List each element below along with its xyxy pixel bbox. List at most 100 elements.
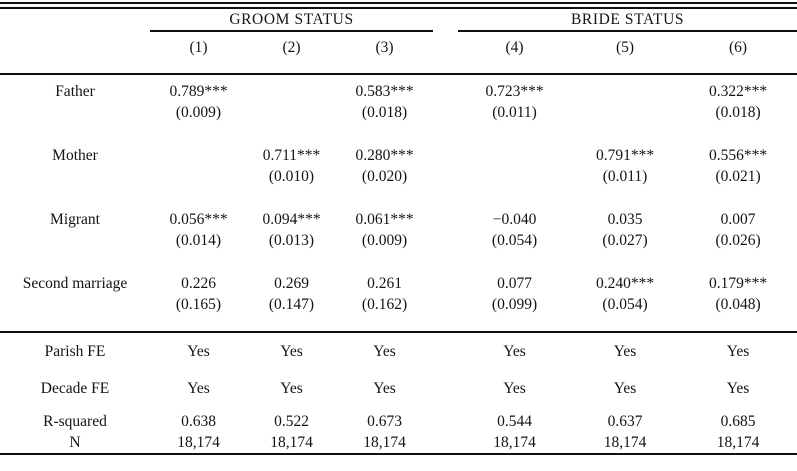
- group-header-bride: BRIDE STATUS: [458, 9, 797, 32]
- stat-cell: 18,174: [177, 434, 220, 451]
- empty-cell: [458, 166, 571, 209]
- standard-error-cell: (0.018): [361, 104, 408, 121]
- empty-label-cell: [0, 294, 150, 332]
- row-label: Second marriage: [22, 275, 128, 292]
- se-row-second-marriage: (0.165) (0.147) (0.162) (0.099) (0.054) …: [0, 294, 797, 332]
- standard-error-cell: (0.048): [715, 296, 761, 313]
- fe-cell: Yes: [613, 343, 637, 360]
- column-number-4: (4): [505, 39, 524, 56]
- coefficient-cell: 0.226: [181, 275, 216, 292]
- standard-error-cell: (0.021): [715, 168, 761, 185]
- fe-cell: Yes: [726, 343, 750, 360]
- stat-cell: 18,174: [363, 434, 406, 451]
- standard-error-cell: (0.027): [602, 232, 648, 249]
- row-label: N: [69, 434, 81, 451]
- empty-cell: [571, 74, 679, 102]
- group-gap-cell: [433, 370, 458, 407]
- group-gap-cell: [433, 332, 458, 370]
- stat-cell: 18,174: [716, 434, 760, 451]
- standard-error-cell: (0.011): [602, 168, 648, 185]
- coefficient-cell: −0.040: [492, 211, 537, 228]
- coefficient-cell: 0.007: [720, 211, 756, 228]
- group-gap-cell: [433, 166, 458, 209]
- fixed-effects-and-stats-section: Parish FE Yes Yes Yes Yes Yes Yes Decade…: [0, 332, 797, 454]
- standard-error-cell: (0.147): [268, 296, 315, 313]
- empty-cell: [571, 102, 679, 145]
- stat-cell: 0.685: [720, 413, 756, 430]
- group-gap-cell: [433, 230, 458, 273]
- coef-row-father: Father 0.789*** 0.583*** 0.723*** 0.322*…: [0, 74, 797, 102]
- standard-error-cell: (0.162): [361, 296, 408, 313]
- coefficient-cell: 0.723***: [485, 83, 544, 100]
- fe-cell: Yes: [373, 380, 396, 397]
- coefficient-cell: 0.789***: [169, 83, 228, 100]
- coefficient-cell: 0.791***: [595, 147, 655, 164]
- stat-cell: 0.637: [607, 413, 643, 430]
- column-number-3: (3): [375, 39, 394, 56]
- group-gap-cell: [433, 432, 458, 454]
- coefficient-cell: 0.056***: [169, 211, 228, 228]
- group-gap-cell: [433, 74, 458, 102]
- fe-cell: Yes: [187, 343, 210, 360]
- parish-fe-row: Parish FE Yes Yes Yes Yes Yes Yes: [0, 332, 797, 370]
- standard-error-cell: (0.009): [175, 104, 222, 121]
- fe-cell: Yes: [726, 380, 750, 397]
- empty-cell: [150, 166, 247, 209]
- fe-cell: Yes: [503, 343, 526, 360]
- stat-cell: 18,174: [270, 434, 313, 451]
- coefficient-cell: 0.035: [607, 211, 643, 228]
- regression-table: GROOM STATUS BRIDE STATUS (1) (2) (3) (4…: [0, 9, 797, 455]
- standard-error-cell: (0.011): [492, 104, 537, 121]
- row-label: R-squared: [43, 413, 107, 430]
- stat-cell: 0.638: [181, 413, 216, 430]
- group-gap-cell: [433, 294, 458, 332]
- group-gap-cell: [433, 31, 458, 74]
- fe-cell: Yes: [280, 380, 303, 397]
- empty-cell: [458, 145, 571, 166]
- decade-fe-row: Decade FE Yes Yes Yes Yes Yes Yes: [0, 370, 797, 407]
- coefficient-cell: 0.240***: [595, 275, 655, 292]
- group-gap-cell: [433, 145, 458, 166]
- standard-error-cell: (0.018): [715, 104, 761, 121]
- group-gap-cell: [433, 209, 458, 230]
- column-number-5: (5): [615, 39, 635, 56]
- coefficient-cell: 0.556***: [708, 147, 768, 164]
- fe-cell: Yes: [187, 380, 210, 397]
- empty-cell: [247, 102, 336, 145]
- row-label: Father: [55, 83, 95, 100]
- top-double-rule-upper: [0, 2, 797, 4]
- column-number-2: (2): [282, 39, 301, 56]
- group-gap-cell: [433, 273, 458, 294]
- empty-cell: [150, 145, 247, 166]
- coefficient-cell: 0.179***: [708, 275, 768, 292]
- group-header-groom: GROOM STATUS: [150, 9, 434, 32]
- se-row-mother: (0.010) (0.020) (0.011) (0.021): [0, 166, 797, 209]
- standard-error-cell: (0.054): [491, 232, 538, 249]
- standard-error-cell: (0.054): [602, 296, 648, 313]
- stat-cell: 0.673: [367, 413, 402, 430]
- coefficients-section: Father 0.789*** 0.583*** 0.723*** 0.322*…: [0, 74, 797, 332]
- stat-cell: 0.544: [497, 413, 532, 430]
- top-double-rule-lower: [0, 7, 797, 9]
- row-label: Mother: [52, 147, 98, 164]
- row-label: Decade FE: [40, 380, 110, 397]
- standard-error-cell: (0.013): [268, 232, 315, 249]
- standard-error-cell: (0.165): [175, 296, 222, 313]
- column-numbers-row: (1) (2) (3) (4) (5) (6): [0, 31, 797, 74]
- coefficient-cell: 0.322***: [708, 83, 768, 100]
- fe-cell: Yes: [280, 343, 303, 360]
- se-row-migrant: (0.014) (0.013) (0.009) (0.054) (0.027) …: [0, 230, 797, 273]
- standard-error-cell: (0.026): [715, 232, 761, 249]
- fe-cell: Yes: [613, 380, 637, 397]
- stat-cell: 18,174: [603, 434, 647, 451]
- coefficient-cell: 0.711***: [262, 147, 321, 164]
- table-header: GROOM STATUS BRIDE STATUS (1) (2) (3) (4…: [0, 9, 797, 74]
- coefficient-cell: 0.261: [367, 275, 402, 292]
- fe-cell: Yes: [503, 380, 526, 397]
- column-number-1: (1): [189, 39, 208, 56]
- r-squared-row: R-squared 0.638 0.522 0.673 0.544 0.637 …: [0, 407, 797, 432]
- n-row: N 18,174 18,174 18,174 18,174 18,174 18,…: [0, 432, 797, 454]
- fe-cell: Yes: [373, 343, 396, 360]
- corner-empty-cell: [0, 9, 150, 31]
